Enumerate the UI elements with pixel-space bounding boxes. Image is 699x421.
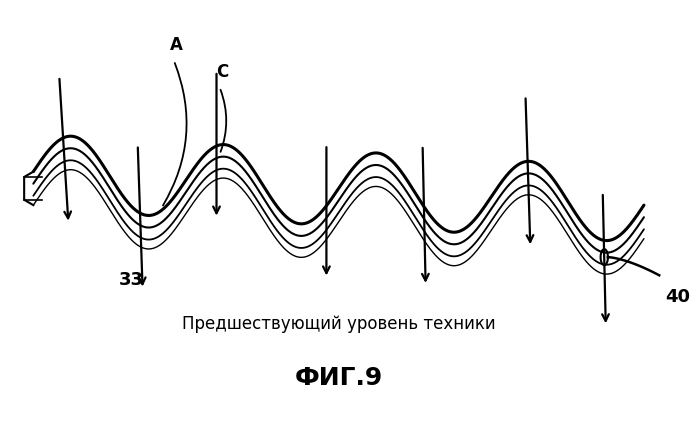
Text: ФИГ.9: ФИГ.9 [294,366,383,390]
Text: 40: 40 [665,288,691,306]
Text: 33: 33 [119,271,143,289]
Text: Предшествующий уровень техники: Предшествующий уровень техники [182,315,496,333]
Text: C: C [217,62,229,80]
Text: A: A [171,36,183,54]
